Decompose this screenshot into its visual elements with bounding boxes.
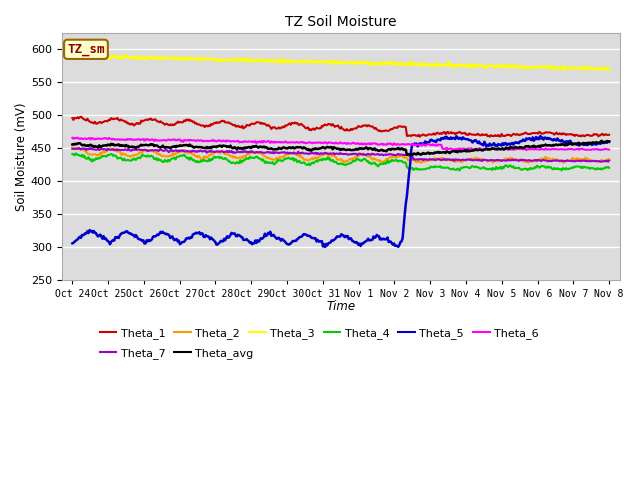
Theta_1 [68, 115, 76, 121]
Theta_5 [360, 240, 368, 245]
Theta_6 [360, 141, 368, 147]
Theta_1 [360, 123, 368, 129]
Theta_6 [74, 135, 81, 141]
Line: Theta_7: Theta_7 [72, 148, 609, 162]
Theta_7 [593, 158, 601, 164]
Theta_2 [593, 158, 601, 164]
Theta_2 [359, 151, 367, 156]
Theta_5 [605, 139, 613, 144]
Theta_4 [605, 165, 613, 171]
Line: Theta_5: Theta_5 [72, 136, 609, 247]
Theta_1 [77, 114, 85, 120]
Theta_2 [326, 151, 334, 157]
Theta_1 [416, 134, 424, 140]
Theta_1 [389, 126, 397, 132]
Line: Theta_1: Theta_1 [72, 117, 609, 137]
Theta_avg [388, 146, 396, 152]
Theta_6 [68, 135, 76, 141]
Theta_avg [359, 146, 367, 152]
Theta_5 [536, 133, 544, 139]
Theta_4 [511, 166, 518, 171]
Line: Theta_3: Theta_3 [72, 55, 609, 70]
Theta_5 [595, 141, 602, 146]
Title: TZ Soil Moisture: TZ Soil Moisture [285, 15, 397, 29]
Theta_6 [389, 142, 397, 148]
Theta_avg [605, 138, 613, 144]
Line: Theta_avg: Theta_avg [72, 141, 609, 155]
Theta_7 [324, 151, 332, 156]
Theta_4 [324, 156, 332, 162]
Theta_6 [595, 147, 602, 153]
Theta_7 [75, 145, 83, 151]
Y-axis label: Soil Moisture (mV): Soil Moisture (mV) [15, 102, 28, 211]
Theta_7 [389, 152, 397, 158]
Theta_4 [360, 156, 368, 162]
Theta_3 [593, 66, 601, 72]
Theta_7 [605, 158, 613, 164]
Theta_6 [522, 147, 530, 153]
Theta_3 [68, 52, 76, 58]
Theta_7 [328, 151, 335, 156]
Theta_3 [605, 66, 613, 72]
Theta_5 [389, 242, 397, 248]
Theta_6 [509, 147, 517, 153]
Theta_4 [68, 151, 76, 157]
Theta_2 [417, 160, 425, 166]
Line: Theta_6: Theta_6 [72, 138, 609, 150]
Theta_1 [328, 123, 335, 129]
Theta_2 [68, 145, 76, 151]
Theta_3 [326, 60, 334, 65]
Theta_5 [324, 240, 332, 246]
Theta_1 [595, 133, 602, 139]
Theta_5 [509, 142, 517, 147]
Text: TZ_sm: TZ_sm [67, 43, 105, 56]
Theta_avg [509, 145, 517, 151]
Theta_avg [68, 142, 76, 147]
Theta_3 [388, 61, 396, 67]
Theta_3 [560, 67, 568, 73]
Theta_7 [360, 151, 368, 157]
Theta_4 [456, 168, 463, 173]
Theta_6 [324, 140, 332, 145]
Theta_avg [403, 152, 411, 158]
Theta_1 [511, 131, 518, 137]
Theta_7 [509, 157, 517, 163]
Theta_avg [323, 144, 331, 150]
Theta_2 [323, 151, 331, 157]
Theta_7 [68, 146, 76, 152]
Theta_4 [595, 166, 602, 172]
Theta_1 [324, 121, 332, 127]
Line: Theta_4: Theta_4 [72, 154, 609, 170]
Theta_avg [593, 140, 601, 145]
Theta_2 [388, 155, 396, 160]
Legend: Theta_7, Theta_avg: Theta_7, Theta_avg [95, 344, 258, 363]
Theta_5 [328, 238, 335, 243]
Theta_4 [72, 151, 79, 156]
Theta_2 [605, 156, 613, 162]
Theta_3 [359, 60, 367, 66]
Line: Theta_2: Theta_2 [72, 148, 609, 163]
Theta_avg [326, 144, 334, 150]
X-axis label: Time: Time [326, 300, 355, 313]
Theta_4 [389, 158, 397, 164]
Theta_2 [509, 156, 517, 162]
Theta_avg [598, 138, 605, 144]
Theta_3 [508, 64, 516, 70]
Theta_6 [605, 147, 613, 153]
Theta_5 [321, 244, 329, 250]
Theta_4 [328, 158, 335, 164]
Theta_5 [68, 240, 76, 246]
Theta_1 [605, 132, 613, 138]
Theta_3 [323, 60, 331, 65]
Theta_7 [596, 159, 604, 165]
Theta_6 [328, 140, 335, 146]
